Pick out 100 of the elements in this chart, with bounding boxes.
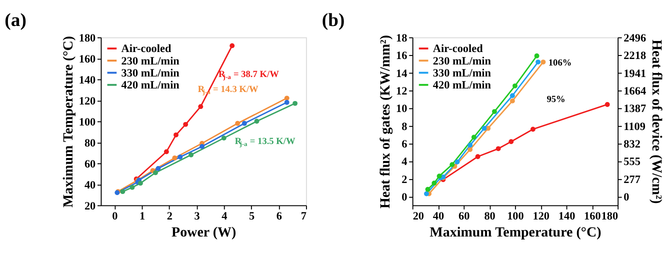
x-tick-label: 80 [484,210,496,223]
y2-tick-label: 555 [624,156,641,168]
x-tick-label: 6 [276,210,282,223]
y-tick-label: 18 [396,32,408,44]
y-tick-label: 180 [78,32,96,44]
y-tick-label: 6 [402,138,408,151]
point [172,156,178,160]
x-tick-label: 180 [601,210,618,223]
x-tick-label: 160 [584,210,602,223]
point [188,152,194,158]
x-tick-label: 0 [112,210,118,223]
point [164,149,169,154]
y-tick-label: 8 [402,120,408,133]
y-tick-label: 160 [78,53,96,66]
point [230,43,235,48]
legend-label: 420 mL/min [432,80,492,92]
point [530,126,536,132]
point [475,154,480,160]
annotation: 95% [546,95,566,106]
point [425,186,430,192]
point [604,102,610,107]
y-tick-label: 120 [78,95,96,108]
point [510,98,515,104]
y-tick-label: 12 [396,86,408,98]
y-tick-label: 10 [396,103,408,116]
y-axis-title: Maximum Temperature (°C) [61,36,76,208]
legend-label: 230 mL/min [432,55,492,68]
x-tick-label: 40 [432,210,444,223]
x-tick-label: 100 [507,210,524,223]
point [496,146,501,152]
annotation: 106% [548,58,572,68]
legend-label: Air-cooled [121,43,172,56]
point [156,166,161,171]
y2-axis-title: Heat flux of device (W/cm²) [648,40,664,204]
point [292,100,298,106]
y-tick-label: 4 [402,156,408,168]
point [540,60,546,65]
point [130,184,135,190]
point [200,144,204,149]
y-tick-label: 14 [396,68,408,80]
y-tick-label: 140 [78,74,96,86]
point [492,109,497,114]
point [468,147,473,152]
x-axis-title: Maximum Temperature (°C) [430,225,602,240]
legend-label: 330 mL/min [432,67,492,80]
point [138,180,143,186]
y-tick-label: 40 [84,179,96,192]
point [450,162,455,168]
y-axis-title: Heat flux of gates (KW/mm²) [378,34,394,208]
y-tick-label: 16 [396,50,408,62]
y2-tick-label: 1664 [624,86,646,98]
point [432,180,437,186]
point [221,136,226,141]
x-tick-label: 60 [458,210,470,223]
y2-tick-label: 2496 [624,32,646,44]
point [120,189,126,194]
point [454,159,460,164]
x-tick-label: 1 [139,210,146,223]
y-tick-label: 20 [84,200,96,212]
x-tick-label: 3 [194,210,200,223]
y2-tick-label: 0 [624,192,630,204]
point [424,191,429,196]
point [153,170,158,176]
point [468,142,473,148]
point [284,100,290,105]
legend-label: 330 mL/min [121,67,180,80]
x-tick-label: 7 [300,210,307,223]
x-axis-title: Power (W) [172,225,236,240]
point [242,120,247,126]
y-tick-label: 60 [84,158,96,170]
legend-label: 230 mL/min [121,55,180,68]
y2-tick-label: 832 [624,138,641,151]
x-tick-label: 120 [532,210,550,223]
y-tick-label: 100 [78,116,96,128]
legend-label: Air-cooled [432,43,484,56]
point [198,104,204,110]
x-tick-label: 140 [558,210,576,223]
chart-title: (a) [4,10,26,32]
point [482,126,487,131]
x-tick-label: 2 [166,210,173,223]
y2-tick-label: 1109 [624,120,646,133]
chart-title: (b) [322,10,345,32]
point [536,60,541,65]
y-tick-label: 2 [402,174,408,186]
x-tick-label: 4 [222,210,228,223]
point [254,118,260,124]
point [471,134,476,140]
y-tick-label: 80 [84,137,96,150]
point [510,93,515,98]
point [174,132,178,138]
point [534,53,540,58]
y2-tick-label: 1387 [624,103,646,116]
point [235,120,240,126]
legend-label: 420 mL/min [121,80,180,92]
point [508,139,514,144]
point [183,122,188,127]
y-tick-label: 0 [402,192,408,204]
y2-tick-label: 277 [624,174,641,186]
x-tick-label: 5 [248,210,255,223]
y2-tick-label: 2218 [624,50,646,62]
